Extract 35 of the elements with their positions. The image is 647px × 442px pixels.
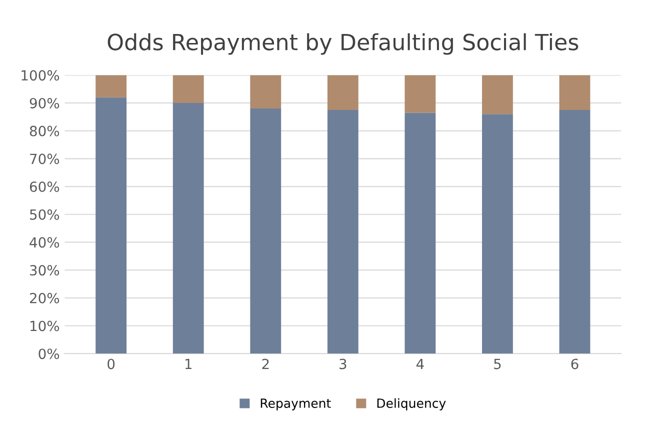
y-tick-label: 90% [30,98,60,108]
y-tick-label: 50% [30,209,60,220]
bar [559,75,590,110]
x-tick-label: 2 [262,358,269,370]
y-tick-label: 20% [30,292,60,304]
x-tick-label: 5 [494,358,501,370]
bar [172,102,204,354]
y-tick-label: 60% [30,181,60,192]
bar [404,75,436,113]
y-tick-label: 80% [30,126,60,136]
y-tick-label: 70% [30,154,60,164]
bar [327,75,358,110]
y-tick-label: 0% [38,348,60,360]
bar [482,114,513,354]
y-tick-label: 100% [22,70,60,81]
legend-label: Repayment [260,398,331,410]
y-tick-label: 10% [30,320,60,332]
bar [172,75,204,103]
bar [404,112,436,354]
bar [250,75,282,109]
x-tick-label: 6 [571,358,578,370]
x-tick-label: 3 [340,358,346,370]
chart-title: Odds Repayment by Defaulting Social Ties [108,33,578,55]
bar [327,110,358,354]
bar [250,108,282,354]
x-tick-label: 0 [108,358,115,370]
y-tick-label: 40% [30,237,60,248]
x-tick-label: 1 [185,358,192,370]
bar [96,97,127,354]
legend-label: Deliquency [377,398,446,410]
bar [482,75,513,114]
x-tick-label: 4 [416,358,424,370]
bar [96,75,127,98]
y-tick-label: 30% [30,265,60,276]
bar [559,110,590,354]
